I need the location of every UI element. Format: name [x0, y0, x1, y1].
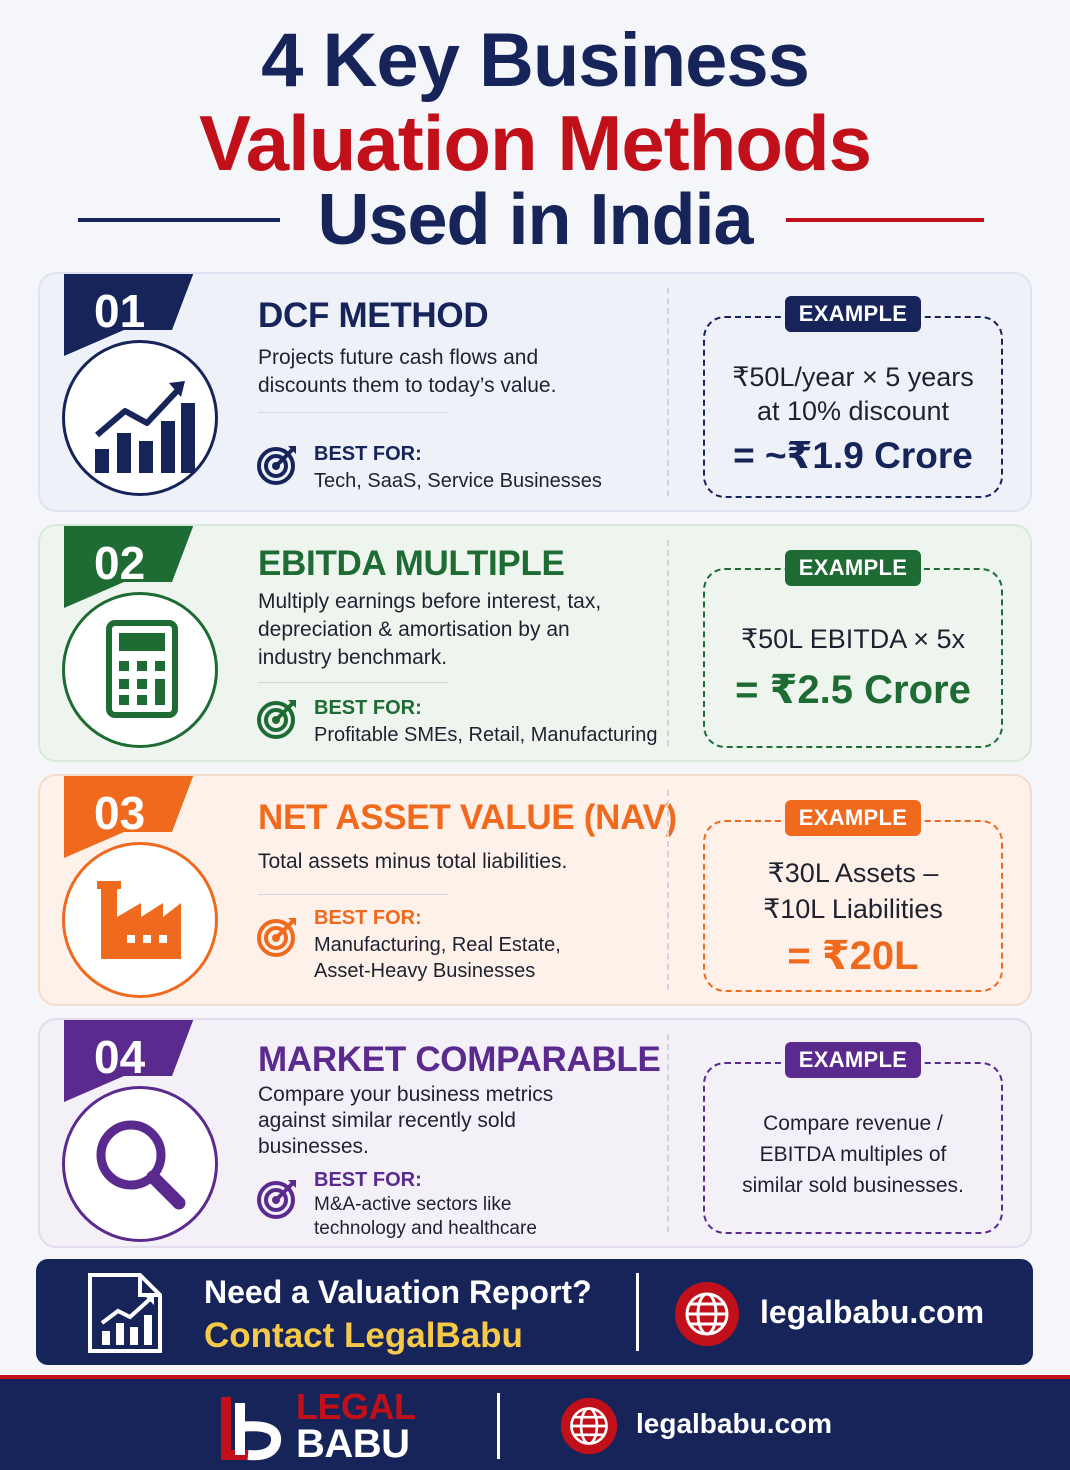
cta-divider	[636, 1273, 639, 1351]
cta-banner[interactable]: Need a Valuation Report? Contact LegalBa…	[36, 1259, 1033, 1365]
method-title: MARKET COMPARABLE	[258, 1040, 661, 1079]
example-line: EBITDA multiples of	[759, 1143, 947, 1166]
page-title-line-1: 4 Key Business	[261, 18, 810, 103]
method-number: 01	[94, 285, 146, 337]
footer-website-link[interactable]: legalbabu.com	[636, 1408, 833, 1439]
example-line: ₹50L EBITDA × 5x	[740, 624, 966, 654]
magnifier-icon	[96, 1120, 186, 1210]
method-description: Projects future cash flows and discounts…	[258, 346, 557, 397]
example-badge: EXAMPLE	[785, 550, 921, 586]
example-box: ₹50L EBITDA × 5x = ₹2.5 Crore	[703, 568, 1003, 748]
best-for-value: Manufacturing, Real Estate,	[314, 934, 561, 956]
description-separator	[258, 894, 448, 895]
method-number-tab: 01	[64, 274, 194, 356]
footer: LEGAL BABU legalbabu.com	[0, 1375, 1070, 1470]
method-icon-circle	[62, 1086, 218, 1242]
bar-chart-growth-icon	[95, 381, 195, 473]
method-title: EBITDA MULTIPLE	[258, 544, 565, 583]
legalbabu-logo-icon	[221, 1397, 282, 1461]
method-icon-circle	[62, 340, 218, 496]
best-for-value: technology and healthcare	[314, 1218, 537, 1239]
example-badge: EXAMPLE	[785, 800, 921, 836]
best-for-label: BEST FOR:	[314, 907, 422, 929]
example-result: = ₹2.5 Crore	[735, 668, 971, 712]
method-number: 04	[94, 1031, 146, 1083]
method-icon-circle	[62, 842, 218, 998]
method-number: 03	[94, 787, 146, 839]
best-for-value: M&A-active sectors like	[314, 1194, 512, 1215]
brand-name-top: LEGAL	[296, 1386, 416, 1427]
cta-question: Need a Valuation Report?	[204, 1274, 592, 1310]
target-icon	[257, 918, 296, 957]
target-icon	[257, 446, 296, 485]
method-description: Total assets minus total liabilities.	[258, 850, 568, 873]
method-number: 02	[94, 537, 146, 589]
best-for-label: BEST FOR:	[314, 697, 422, 719]
page-title-line-3: Used in India	[317, 180, 753, 260]
method-number-tab: 04	[64, 1020, 194, 1102]
best-for-value: Tech, SaaS, Service Businesses	[314, 470, 602, 492]
footer-divider	[497, 1393, 500, 1459]
method-card-market-comparable: 04 MARKET COMPARABLE Compare your busine…	[38, 1018, 1032, 1248]
best-for-label: BEST FOR:	[314, 443, 422, 465]
cta-website-link[interactable]: legalbabu.com	[760, 1294, 985, 1330]
factory-icon	[97, 881, 181, 959]
globe-icon	[560, 1397, 618, 1455]
example-box: ₹50L/year × 5 years at 10% discount = ~₹…	[703, 316, 1003, 498]
best-for-label: BEST FOR:	[314, 1169, 422, 1191]
example-result: = ~₹1.9 Crore	[733, 435, 973, 476]
best-for-value: Asset-Heavy Businesses	[314, 960, 536, 982]
description-separator	[258, 682, 448, 683]
method-title: DCF METHOD	[258, 296, 489, 335]
title-rule-right	[786, 218, 984, 222]
card-divider	[667, 288, 669, 496]
example-line: ₹10L Liabilities	[763, 894, 943, 924]
description-separator	[258, 412, 448, 413]
card-divider	[667, 790, 669, 990]
globe-icon	[675, 1282, 739, 1346]
method-description: Compare your business metrics against si…	[258, 1083, 554, 1158]
method-card-nav: 03 NET ASSET VALUE (NAV) Total assets mi…	[38, 774, 1032, 1006]
best-for-value: Profitable SMEs, Retail, Manufacturing	[314, 724, 658, 746]
example-line: Compare revenue /	[763, 1112, 943, 1135]
method-card-ebitda: 02 EBITDA MULTIPLE Multiply earnings bef…	[38, 524, 1032, 762]
page-header: 4 Key Business Valuation Methods Used in…	[0, 0, 1070, 262]
target-icon	[257, 1180, 296, 1219]
report-document-icon	[88, 1273, 162, 1353]
method-title: NET ASSET VALUE (NAV)	[258, 798, 677, 837]
brand-name-bottom: BABU	[296, 1422, 410, 1466]
target-icon	[257, 700, 296, 739]
method-card-dcf: 01 DCF METHOD Projects future cash flows…	[38, 272, 1032, 512]
cta-contact-link[interactable]: Contact LegalBabu	[204, 1316, 523, 1355]
method-number-tab: 02	[64, 526, 194, 608]
page-title-line-2: Valuation Methods	[198, 99, 872, 187]
example-box: ₹30L Assets – ₹10L Liabilities = ₹20L	[703, 820, 1003, 992]
calculator-icon	[106, 620, 178, 718]
example-line: similar sold businesses.	[742, 1174, 964, 1197]
example-badge: EXAMPLE	[785, 296, 921, 332]
card-divider	[667, 1034, 669, 1232]
method-number-tab: 03	[64, 776, 194, 858]
example-result: = ₹20L	[787, 934, 919, 978]
card-divider	[667, 540, 669, 746]
method-description: Multiply earnings before interest, tax, …	[258, 590, 602, 669]
title-rule-left	[78, 218, 280, 222]
example-line: ₹30L Assets –	[767, 858, 939, 888]
method-icon-circle	[62, 592, 218, 748]
example-badge: EXAMPLE	[785, 1042, 921, 1078]
example-box: Compare revenue / EBITDA multiples of si…	[703, 1062, 1003, 1234]
example-line: at 10% discount	[756, 396, 950, 426]
example-line: ₹50L/year × 5 years	[732, 362, 974, 392]
